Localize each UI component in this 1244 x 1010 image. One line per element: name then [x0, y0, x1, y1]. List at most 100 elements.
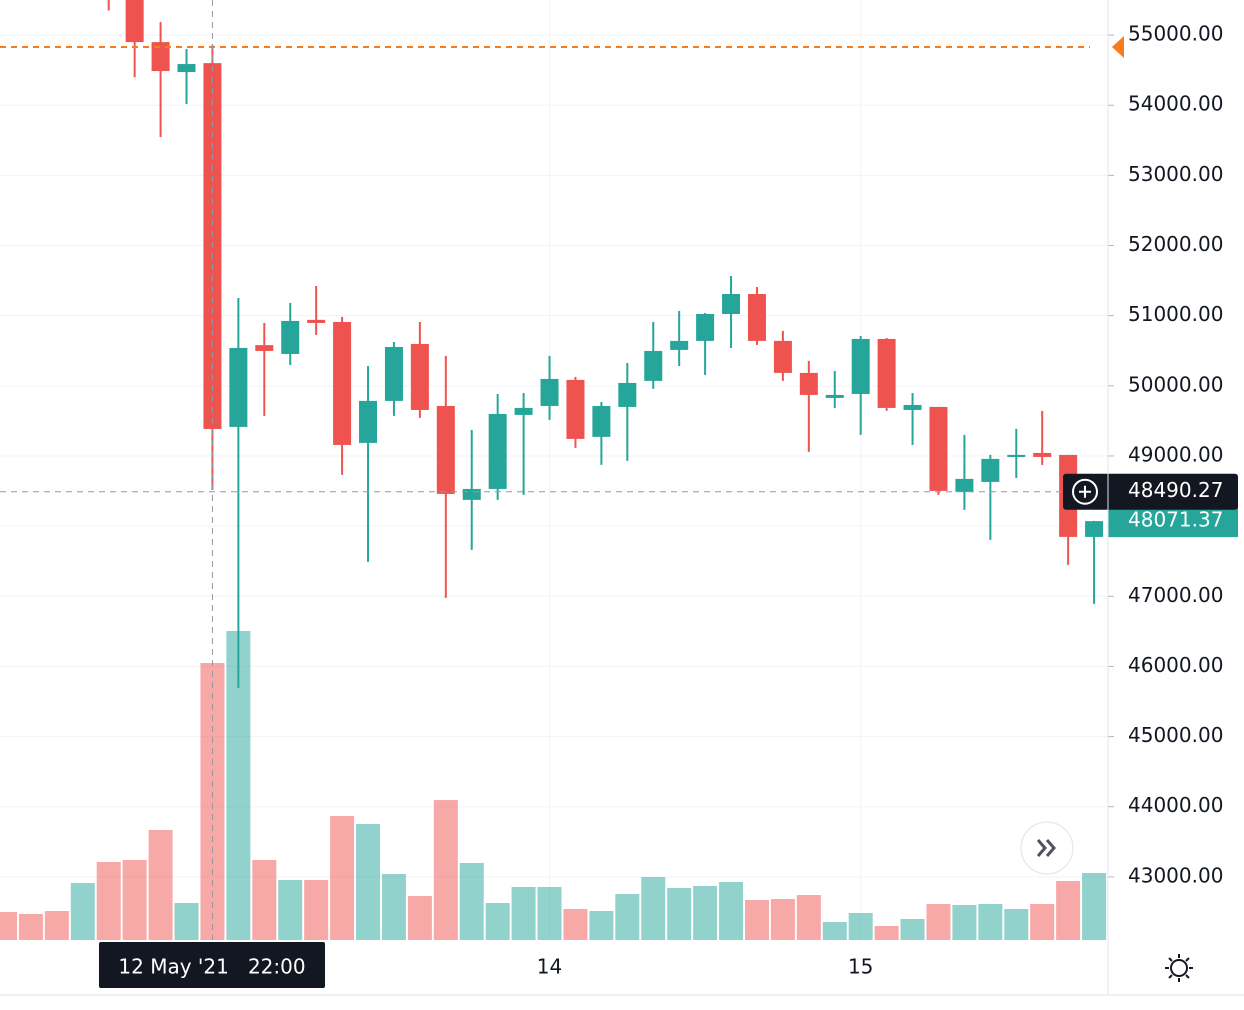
volume-bar: [848, 913, 873, 940]
candle-body: [799, 372, 818, 395]
volume-bar: [667, 888, 692, 940]
volume-bar: [1056, 881, 1081, 940]
candle-body: [903, 404, 922, 410]
volume-bar: [874, 926, 899, 940]
x-tick-label: 15: [848, 955, 873, 979]
volume-bar: [926, 904, 951, 940]
candle-body: [696, 313, 715, 341]
candle-body: [929, 406, 948, 491]
volume-bar: [822, 922, 847, 940]
last-price-box: [1108, 505, 1238, 538]
candle-body: [462, 488, 481, 500]
scroll-to-latest-button[interactable]: [1020, 821, 1074, 875]
volume-bar: [44, 911, 69, 940]
volume-bar: [1030, 904, 1055, 940]
volume-bar: [356, 824, 381, 940]
volume-bar: [485, 903, 510, 940]
candle-body: [229, 347, 248, 427]
candle-body: [410, 343, 429, 410]
volume-bar: [770, 899, 795, 940]
gear-icon: [1170, 959, 1188, 977]
volume-bar: [744, 900, 769, 940]
candle-body: [592, 405, 611, 437]
volume-bar: [174, 903, 199, 940]
volume-bar: [70, 883, 95, 940]
volume-bar: [304, 880, 329, 940]
volume-bar: [511, 887, 536, 940]
y-tick-label: 49000.00: [1128, 442, 1223, 466]
candle-body: [851, 338, 870, 394]
candle-body: [955, 478, 974, 492]
candle-body: [333, 321, 352, 445]
crosshair-time-label: 12 May '21 22:00: [118, 955, 305, 979]
settings-button[interactable]: [1165, 954, 1193, 982]
volume-bar: [693, 886, 718, 940]
volume-bar: [148, 830, 173, 940]
volume-bar: [407, 896, 432, 940]
volume-bar: [252, 860, 277, 940]
candle-body: [722, 293, 741, 314]
y-tick-label: 55000.00: [1128, 22, 1223, 46]
volume-bar: [330, 816, 355, 940]
crosshair-price-box: [1063, 473, 1238, 510]
volume-bar: [589, 911, 614, 940]
candle-body: [825, 394, 844, 398]
candle-body: [618, 382, 637, 407]
candle-body: [307, 319, 326, 323]
y-tick-label: 44000.00: [1128, 793, 1223, 817]
volume-bar: [96, 862, 121, 940]
crosshair-time-box: [99, 942, 325, 988]
y-tick-label: 53000.00: [1128, 162, 1223, 186]
y-tick-label: 50000.00: [1128, 372, 1223, 396]
volume-bar: [459, 863, 484, 940]
add-icon: [1072, 478, 1098, 505]
candle-body: [747, 293, 766, 341]
volume-bar: [719, 882, 744, 940]
candle-body: [514, 407, 533, 415]
candle-body: [540, 378, 559, 406]
candle-body: [488, 413, 507, 489]
candle-body: [566, 379, 585, 439]
candle-body: [151, 42, 170, 72]
y-tick-label: 51000.00: [1128, 302, 1223, 326]
volume-bar: [796, 895, 821, 940]
volume-layer: [0, 631, 1107, 940]
y-tick-label: 52000.00: [1128, 232, 1223, 256]
volume-bar: [563, 909, 588, 940]
x-tick-label: 14: [537, 955, 562, 979]
candle-body: [281, 320, 300, 354]
button-circle: [1020, 821, 1074, 875]
volume-bar: [122, 860, 147, 940]
volume-bar: [641, 877, 666, 940]
overlay: 43000.00 44000.00 45000.00 46000.00 47000.00…: [0, 0, 1238, 988]
candle-body: [1007, 454, 1026, 457]
volume-bar: [381, 874, 406, 940]
candle-body: [125, 0, 144, 43]
y-tick-label: 46000.00: [1128, 653, 1223, 677]
candle-body: [1033, 452, 1052, 457]
gear-icon: [1165, 954, 1193, 982]
volume-bar: [1082, 873, 1107, 940]
volume-bar: [278, 880, 303, 940]
candle-body: [670, 340, 689, 350]
candle-layer: [107, 0, 1104, 688]
candle-body: [255, 345, 274, 351]
volume-bar: [952, 905, 977, 940]
y-tick-label: 45000.00: [1128, 723, 1223, 747]
add-icon: [1079, 485, 1091, 498]
volume-bar: [433, 800, 458, 940]
candle-body: [384, 346, 403, 401]
candle-body: [177, 64, 196, 73]
crosshair-price-label: 48490.27: [1128, 478, 1223, 502]
candle-body: [773, 340, 792, 373]
chevrons-icon: [1036, 839, 1056, 857]
volume-bar: [0, 912, 17, 940]
volume-bar: [900, 919, 925, 940]
y-tick-label: 43000.00: [1128, 863, 1223, 887]
candle-body: [1085, 521, 1104, 537]
y-tick-label: 47000.00: [1128, 583, 1223, 607]
volume-bar: [615, 894, 640, 940]
y-tick-label: 54000.00: [1128, 92, 1223, 116]
volume-bar: [18, 914, 43, 940]
volume-bar: [978, 904, 1003, 940]
